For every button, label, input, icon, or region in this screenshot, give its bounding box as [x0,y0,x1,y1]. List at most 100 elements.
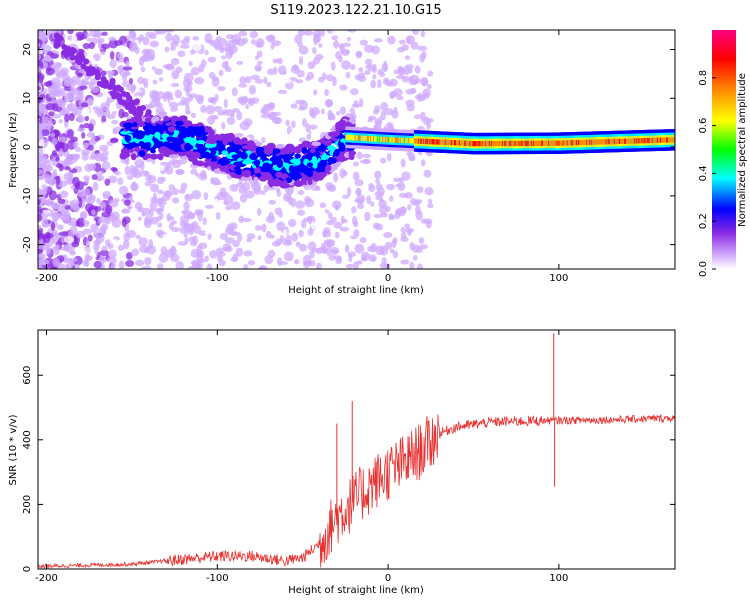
heatmap-cell [173,130,180,135]
heatmap-cell [188,60,193,67]
heatmap-cell [156,207,162,216]
heatmap-cell [81,106,90,117]
heatmap-cell [221,121,226,130]
heatmap-cell [38,149,44,158]
heatmap-cell [263,184,269,193]
heatmap-cell [38,213,43,222]
heatmap-cell [86,37,93,42]
heatmap-cell [309,148,316,154]
heatmap-cell [299,243,308,252]
heatmap-cell [191,151,201,159]
heatmap-cell [204,204,214,209]
heatmap-cell [318,143,328,152]
heatmap-cell [268,199,277,205]
heatmap-cell [222,139,229,146]
snr-x-ticks: -200 -100 0 100 [35,330,568,584]
heatmap-cell [147,174,157,184]
heatmap-cell [87,65,94,72]
heatmap-cell [307,178,313,185]
heatmap-cell [416,263,423,269]
heatmap-cell [358,98,364,108]
heatmap-cell [236,111,243,121]
heatmap-cell [127,143,135,150]
heatmap-cell [146,104,156,109]
heatmap-cell [150,149,156,154]
heatmap-cell [237,233,243,242]
heatmap-cell [50,221,56,231]
heatmap-cell [213,105,223,112]
heatmap-cell [121,111,129,118]
snr-x-label: Height of straight line (km) [288,585,424,596]
heatmap-cell [338,145,346,152]
heatmap-cell [117,98,124,105]
heatmap-cell [410,41,419,50]
heatmap-cell [122,66,133,71]
heatmap-cell [92,231,99,238]
snr-frame [37,329,676,570]
heatmap-cell [409,155,416,162]
heatmap-cell [318,30,326,37]
heatmap-cell [51,212,61,221]
heatmap-cell [63,79,72,87]
heatmap-cell [301,147,308,154]
heatmap-cell [370,201,375,207]
heatmap-cell [293,259,300,265]
spectrogram-y-tick-label: -20 [22,236,33,252]
heatmap-cell [359,114,369,124]
heatmap-cell [157,222,163,228]
heatmap-cell [359,39,369,46]
heatmap-cell [249,30,259,39]
heatmap-cell [288,132,295,138]
heatmap-cell [167,126,177,133]
heatmap-cell [84,115,89,122]
heatmap-cell [145,31,156,38]
heatmap-cell [110,261,116,269]
heatmap-cell [192,259,199,268]
heatmap-cell [73,54,80,61]
heatmap-cell [221,159,231,165]
heatmap-cell [176,137,183,146]
heatmap-cell [195,94,205,103]
heatmap-cell [101,161,111,170]
heatmap-cell [340,119,347,128]
heatmap-cell [354,179,364,187]
heatmap-cell [348,253,353,263]
heatmap-cell [312,57,321,65]
heatmap-cell [239,121,250,131]
heatmap-cell [427,203,434,209]
heatmap-cell [124,165,131,176]
heatmap-cell [67,30,74,35]
heatmap-cell [307,228,314,236]
heatmap-cell [315,185,321,192]
heatmap-cell [55,175,61,186]
heatmap-cell [298,163,305,169]
heatmap-cell [411,30,420,35]
heatmap-cell [396,74,406,80]
heatmap-cell [40,156,47,163]
heatmap-cell [414,114,421,120]
heatmap-cell [74,249,81,256]
heatmap-cell [92,181,99,192]
heatmap-cell [64,46,71,53]
heatmap-cell [164,165,170,172]
heatmap-cell [673,137,675,143]
heatmap-cell [295,241,301,247]
heatmap-cell [149,208,154,217]
heatmap-cell [253,176,259,185]
heatmap-cell [366,117,374,123]
heatmap-cell [184,236,189,244]
heatmap-cell [330,61,336,71]
heatmap-cell [210,149,217,156]
heatmap-cell [415,205,421,215]
heatmap-cell [107,83,114,90]
heatmap-cell [325,99,333,108]
heatmap-cell [293,146,303,154]
heatmap-cell [94,74,101,81]
heatmap-cell [215,212,221,220]
heatmap-cell [64,166,71,171]
heatmap-cell [372,73,377,80]
heatmap-cell [124,134,132,142]
heatmap-cell [282,147,292,155]
heatmap-cell [79,55,86,62]
heatmap-cell [232,108,240,113]
